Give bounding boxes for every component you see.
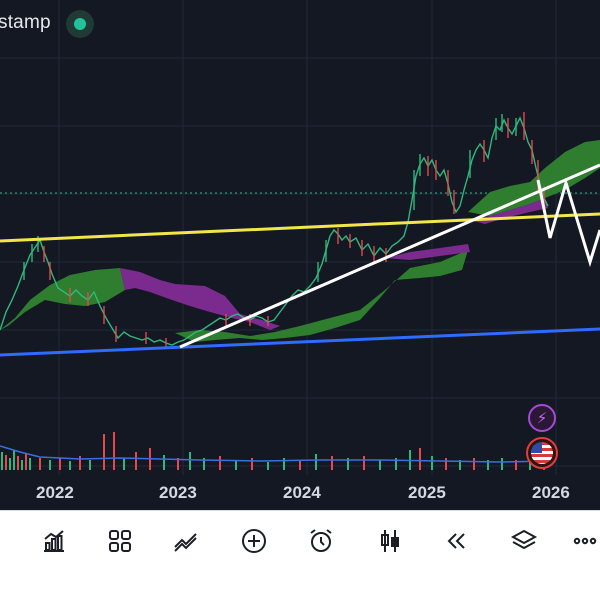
grid-icon: [109, 530, 131, 552]
more-button[interactable]: [572, 525, 600, 557]
grid-vertical: [58, 0, 557, 475]
lightning-icon: ⚡: [536, 410, 548, 427]
cloud-bull-2024: [468, 140, 600, 216]
indicators-button[interactable]: [38, 525, 70, 557]
us-economic-event-badge[interactable]: [526, 437, 558, 469]
year-label-2022: 2022: [36, 483, 74, 502]
price-path: [0, 116, 549, 346]
drawings-button[interactable]: [170, 525, 202, 557]
up-candles: [23, 114, 517, 282]
trend-line-icon: [174, 533, 197, 552]
rewind-icon: [447, 533, 465, 549]
grid-horizontal: [0, 57, 600, 467]
year-label-2023: 2023: [159, 483, 197, 502]
layers-button[interactable]: [508, 525, 540, 557]
symbol-title[interactable]: stamp: [0, 12, 51, 33]
chart-area[interactable]: stamp 2022 2023 2024 2025 2026 ⚡: [0, 0, 600, 510]
price-chart[interactable]: [0, 0, 600, 510]
layers-icon: [510, 529, 538, 550]
lightning-event-badge[interactable]: ⚡: [528, 404, 556, 432]
market-status-indicator[interactable]: [66, 10, 94, 38]
alert-button[interactable]: [305, 525, 337, 557]
cloud-bull-2023: [175, 250, 468, 342]
candles-icon: [381, 530, 399, 552]
year-label-2026: 2026: [532, 483, 570, 502]
us-flag-icon: [531, 442, 553, 464]
layout-button[interactable]: [104, 525, 136, 557]
down-candles: [43, 112, 545, 348]
status-dot-icon: [74, 18, 86, 30]
more-dots-icon: [573, 537, 597, 545]
ichimoku-cloud: [0, 140, 600, 342]
alarm-clock-icon: [310, 529, 332, 552]
trend-line-yellow: [0, 212, 600, 243]
add-button[interactable]: [238, 525, 270, 557]
chart-type-button[interactable]: [374, 525, 406, 557]
year-label-2025: 2025: [408, 483, 446, 502]
bottom-toolbar: [0, 510, 600, 576]
plus-circle-icon: [242, 529, 266, 553]
cloud-bear-2022: [120, 268, 280, 330]
replay-button[interactable]: [440, 525, 472, 557]
chart-bars-icon: [44, 530, 64, 552]
volume-average-line: [0, 445, 551, 463]
projection-zigzag: [536, 177, 600, 268]
volume-bars: [1, 432, 545, 470]
trend-line-white: [179, 163, 600, 349]
year-label-2024: 2024: [283, 483, 321, 502]
cloud-bear-2023-thin: [385, 244, 470, 260]
trend-line-blue: [0, 327, 600, 357]
cloud-bull-2021: [0, 268, 125, 330]
